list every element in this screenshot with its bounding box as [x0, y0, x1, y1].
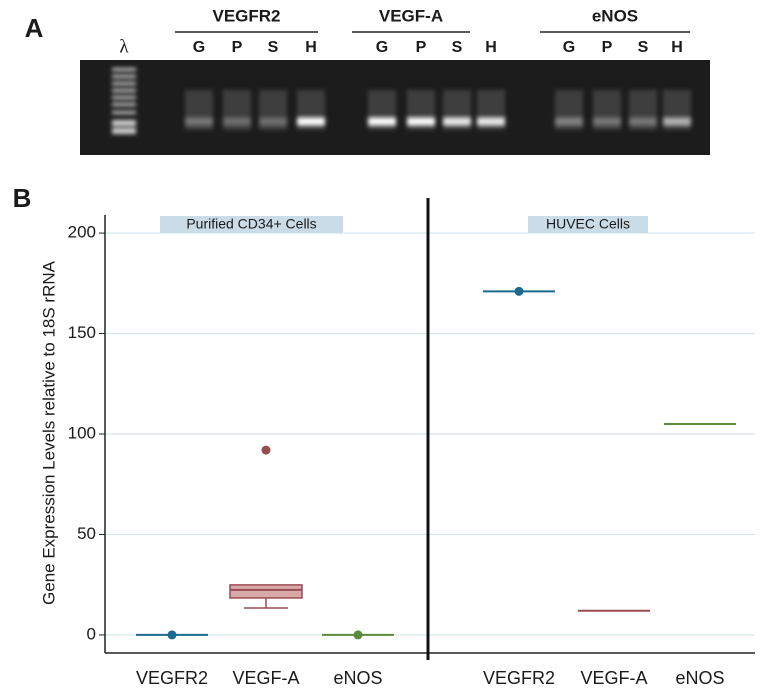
lane-label: H	[305, 39, 317, 56]
band	[259, 118, 287, 125]
ladder-band	[112, 128, 136, 134]
lane-label: G	[563, 39, 575, 56]
median-marker	[353, 630, 363, 640]
panel-title-bg	[160, 216, 343, 233]
ladder-band	[112, 68, 136, 71]
band	[407, 118, 435, 125]
median-marker	[514, 286, 524, 296]
x-tick-label: VEGF-A	[580, 668, 647, 688]
lane-label: P	[416, 39, 427, 56]
lane-label: S	[452, 39, 463, 56]
y-tick-label: 0	[87, 624, 96, 643]
panel-title: Purified CD34+ Cells	[186, 216, 316, 232]
band	[593, 118, 621, 125]
panel-title: HUVEC Cells	[546, 216, 630, 232]
group-label: VEGFR2	[212, 6, 280, 25]
band	[663, 118, 691, 125]
group-label: VEGF-A	[379, 6, 443, 25]
ladder-band	[112, 96, 136, 99]
y-tick-label: 150	[68, 323, 96, 342]
lane-label: H	[671, 39, 683, 56]
ladder-label: λ	[119, 36, 129, 57]
lane-label: S	[638, 39, 649, 56]
median-marker	[167, 630, 177, 640]
ladder-band	[112, 89, 136, 92]
y-tick-label: 50	[77, 524, 96, 543]
ladder-band	[112, 82, 136, 85]
group-label: eNOS	[592, 6, 638, 25]
band	[185, 118, 213, 125]
ladder-bands	[112, 68, 136, 134]
x-tick-label: VEGFR2	[136, 668, 208, 688]
lane-label: P	[602, 39, 613, 56]
y-tick-label: 200	[68, 223, 96, 242]
panel-title-bg	[528, 216, 648, 233]
lane-label: G	[376, 39, 388, 56]
ladder-band	[112, 111, 136, 114]
band	[629, 118, 657, 125]
band	[555, 118, 583, 125]
band	[223, 118, 251, 125]
ladder-band	[112, 103, 136, 106]
lane-label: S	[268, 39, 279, 56]
x-tick-label: VEGFR2	[483, 668, 555, 688]
lane-bands	[185, 90, 691, 130]
x-tick-label: VEGF-A	[232, 668, 299, 688]
band	[368, 118, 396, 125]
outlier	[261, 445, 271, 455]
ladder-band	[112, 75, 136, 78]
box	[229, 584, 303, 599]
y-axis-label: Gene Expression Levels relative to 18S r…	[39, 260, 58, 605]
lane-label: H	[485, 39, 497, 56]
x-tick-label: eNOS	[333, 668, 382, 688]
panel-label: A	[25, 13, 44, 43]
band	[297, 118, 325, 125]
panel-label: B	[13, 183, 32, 213]
band	[443, 118, 471, 125]
lane-label: P	[232, 39, 243, 56]
y-tick-label: 100	[68, 423, 96, 442]
x-tick-label: eNOS	[675, 668, 724, 688]
ladder-band	[112, 120, 136, 126]
band	[477, 118, 505, 125]
lane-label: G	[193, 39, 205, 56]
